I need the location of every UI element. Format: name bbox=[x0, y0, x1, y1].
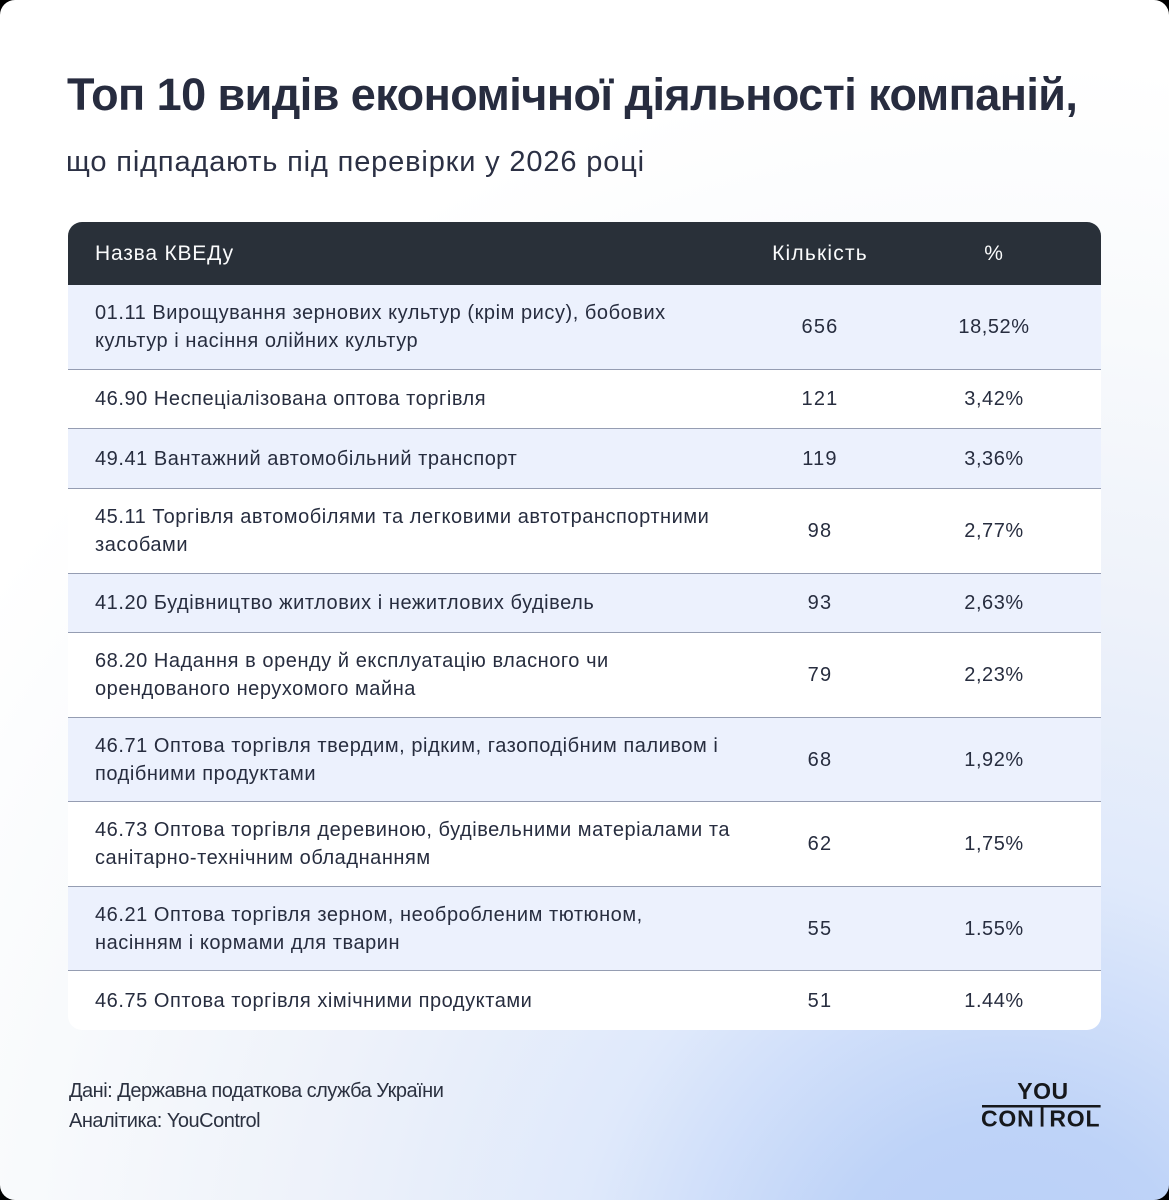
svg-text:CON: CON bbox=[981, 1106, 1035, 1132]
svg-text:ROL: ROL bbox=[1049, 1106, 1100, 1132]
svg-text:YOU: YOU bbox=[1017, 1078, 1068, 1104]
